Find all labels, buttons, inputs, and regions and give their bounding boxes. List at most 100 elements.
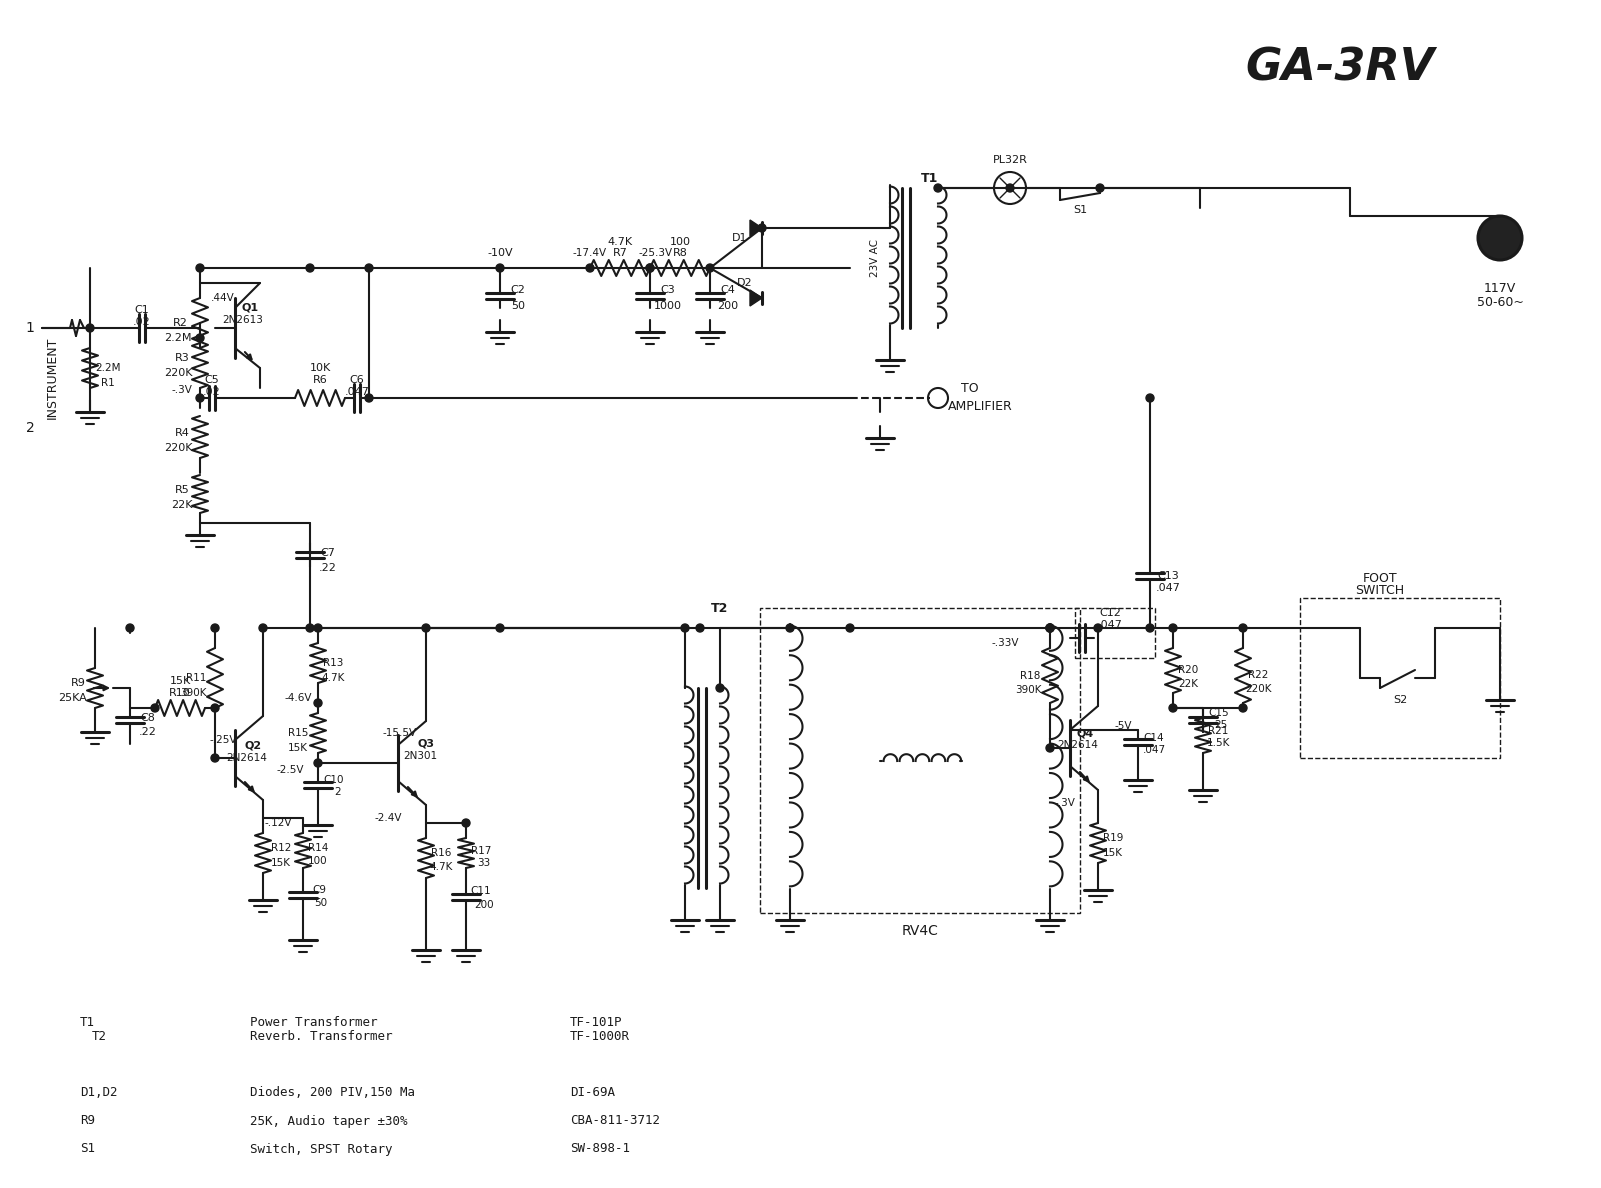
Circle shape (845, 624, 853, 632)
Text: 2N301: 2N301 (403, 751, 437, 762)
Text: 2: 2 (335, 786, 341, 797)
Text: S2: S2 (1393, 695, 1407, 704)
Text: .22: .22 (319, 563, 336, 573)
Text: C13: C13 (1158, 571, 1178, 581)
Circle shape (306, 264, 314, 272)
Text: -2.4V: -2.4V (375, 813, 402, 823)
Circle shape (696, 624, 704, 632)
Circle shape (365, 264, 373, 272)
Text: C15: C15 (1209, 708, 1230, 718)
Text: AMPLIFIER: AMPLIFIER (948, 399, 1012, 412)
Text: 1: 1 (26, 321, 35, 335)
Circle shape (211, 704, 219, 712)
Text: Q4: Q4 (1076, 728, 1093, 738)
Text: -.3V: -.3V (171, 385, 192, 394)
Text: R9: R9 (70, 678, 85, 688)
Text: R4: R4 (175, 428, 189, 438)
Circle shape (195, 394, 203, 402)
Text: -25.3V: -25.3V (639, 248, 672, 258)
Bar (1074, 608, 1154, 658)
Text: R11: R11 (186, 672, 207, 683)
Circle shape (1478, 216, 1523, 260)
Text: GA-3RV: GA-3RV (1246, 46, 1434, 89)
Circle shape (1045, 624, 1053, 632)
Circle shape (365, 394, 373, 402)
Circle shape (126, 624, 134, 632)
Text: -10V: -10V (487, 248, 512, 258)
Text: R22: R22 (1247, 670, 1268, 680)
Text: R18: R18 (1020, 671, 1041, 681)
Text: DI-69A: DI-69A (570, 1087, 615, 1100)
Polygon shape (749, 290, 762, 307)
Text: Reverb. Transformer: Reverb. Transformer (250, 1030, 392, 1043)
Text: 1.5K: 1.5K (1206, 738, 1230, 748)
Text: C9: C9 (312, 885, 327, 895)
Circle shape (645, 264, 653, 272)
Text: 2.2M: 2.2M (94, 364, 120, 373)
Text: R1: R1 (101, 378, 115, 388)
Text: -.3V: -.3V (1055, 798, 1076, 808)
Text: C12: C12 (1098, 608, 1121, 618)
Text: 50: 50 (511, 301, 525, 311)
Text: Q2: Q2 (245, 741, 261, 751)
Circle shape (1169, 624, 1177, 632)
Text: C14: C14 (1143, 733, 1164, 742)
Text: 200: 200 (474, 901, 493, 910)
Text: 15K: 15K (271, 858, 291, 868)
Text: R2: R2 (173, 318, 187, 328)
Circle shape (933, 184, 941, 192)
Text: -.25V: -.25V (210, 735, 237, 745)
Text: 25KA: 25KA (58, 693, 86, 703)
Text: S1: S1 (1073, 206, 1087, 215)
Circle shape (716, 684, 724, 691)
Circle shape (1093, 624, 1101, 632)
Text: T1: T1 (921, 171, 938, 184)
Circle shape (211, 754, 219, 762)
Circle shape (786, 624, 794, 632)
Text: 220K: 220K (1244, 684, 1271, 694)
Text: 117V: 117V (1484, 282, 1516, 295)
Text: D2: D2 (736, 278, 752, 287)
Bar (1300, 598, 1500, 758)
Text: 10K: 10K (309, 364, 331, 373)
Circle shape (1097, 184, 1105, 192)
Text: .047: .047 (1156, 583, 1180, 593)
Circle shape (706, 264, 714, 272)
Text: TO: TO (961, 381, 978, 394)
Text: R21: R21 (1207, 726, 1228, 737)
Text: SWITCH: SWITCH (1356, 583, 1404, 596)
Text: 15K: 15K (288, 742, 307, 753)
Text: .22: .22 (139, 727, 157, 737)
Polygon shape (749, 220, 762, 236)
Text: R16: R16 (431, 848, 451, 858)
Text: R6: R6 (312, 375, 327, 385)
Text: 33: 33 (477, 858, 490, 868)
Text: T1: T1 (80, 1017, 94, 1030)
Text: .047: .047 (344, 387, 370, 397)
Text: C10: C10 (323, 775, 344, 785)
Circle shape (1005, 184, 1013, 192)
Text: C3: C3 (661, 285, 676, 295)
Text: R20: R20 (1178, 665, 1198, 675)
Text: CBA-811-3712: CBA-811-3712 (570, 1114, 660, 1127)
Circle shape (195, 334, 203, 342)
Text: 220K: 220K (163, 368, 192, 378)
Text: 390K: 390K (179, 688, 207, 699)
Text: -.33V: -.33V (991, 638, 1018, 647)
Circle shape (314, 759, 322, 767)
Text: R15: R15 (288, 728, 307, 738)
Text: 22K: 22K (1178, 680, 1198, 689)
Text: T2: T2 (711, 601, 728, 614)
Text: C7: C7 (320, 548, 336, 558)
Text: -17.4V: -17.4V (573, 248, 607, 258)
Text: D1: D1 (732, 233, 748, 244)
Text: -.12V: -.12V (264, 819, 291, 828)
Circle shape (757, 225, 765, 232)
Text: TF-101P: TF-101P (570, 1017, 623, 1030)
Circle shape (496, 264, 504, 272)
Text: R10: R10 (170, 688, 191, 699)
Text: PL32R: PL32R (993, 154, 1028, 165)
Text: C6: C6 (349, 375, 365, 385)
Text: 100: 100 (307, 857, 328, 866)
Text: C2: C2 (511, 285, 525, 295)
